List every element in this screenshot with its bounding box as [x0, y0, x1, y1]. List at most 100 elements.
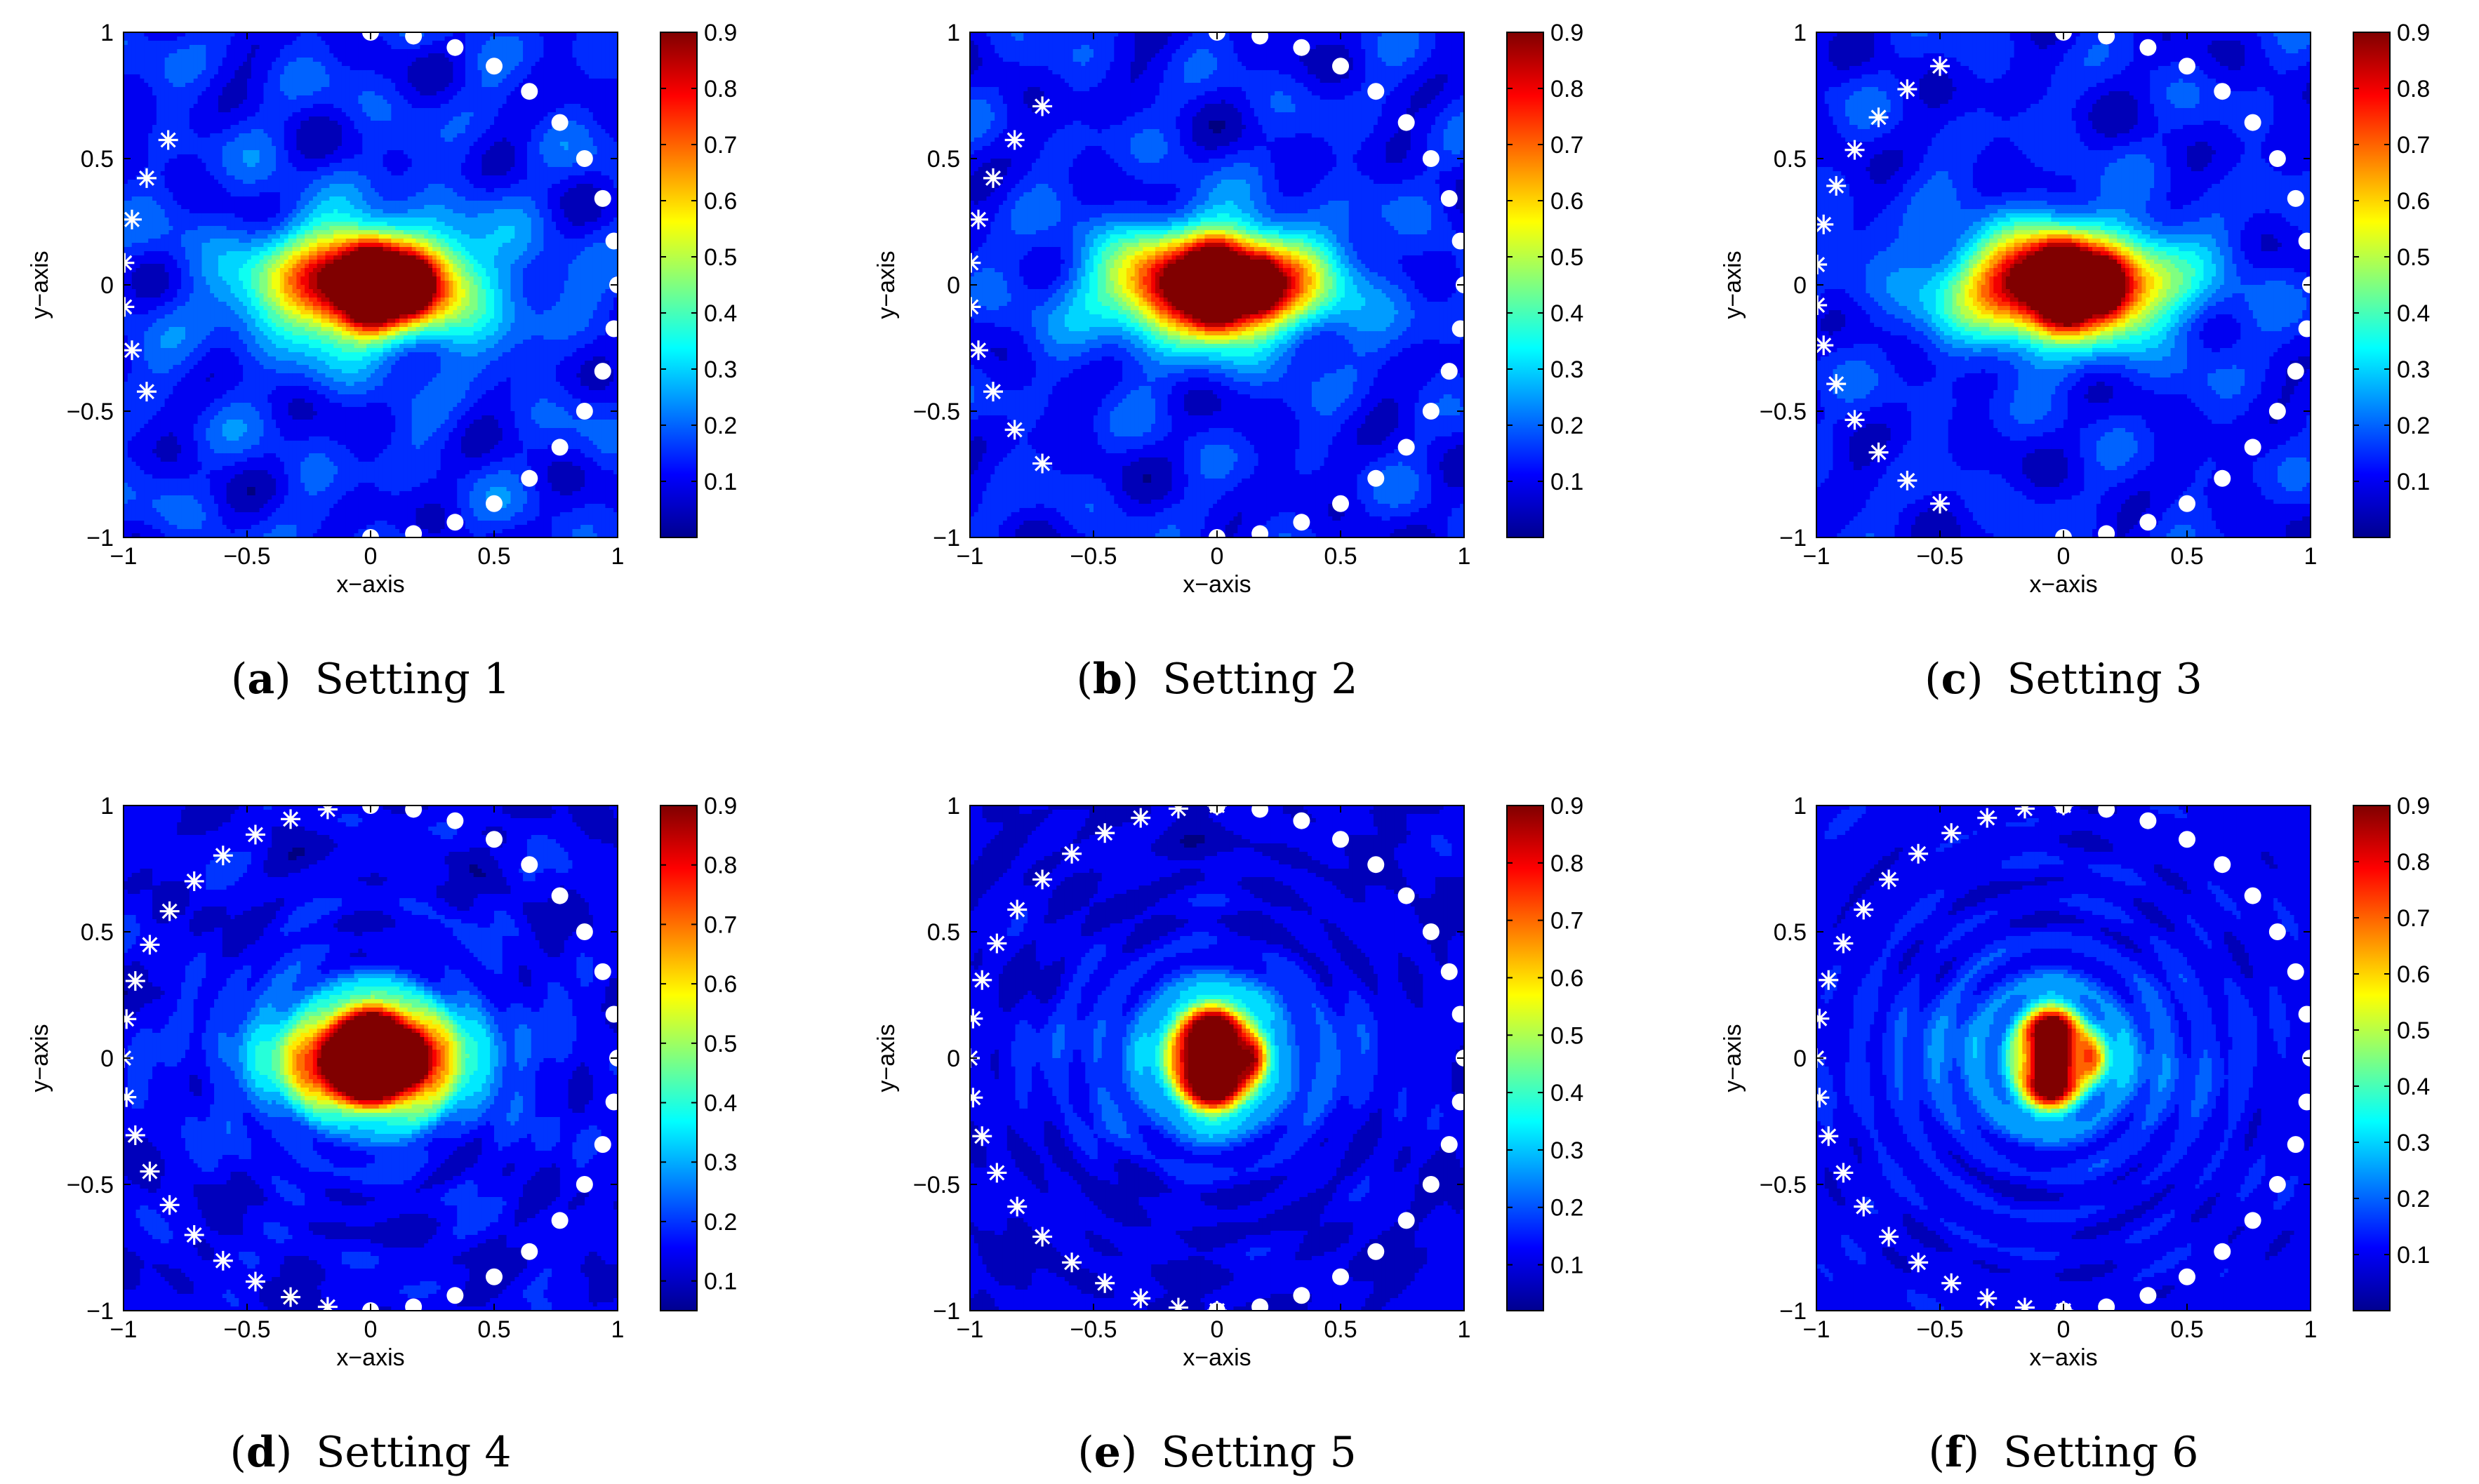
- y-tick-label: 0: [947, 1045, 960, 1072]
- receiver-marker: [521, 470, 538, 487]
- colorbar-tick-label: 0.2: [2397, 1186, 2430, 1212]
- transmitter-marker: [1897, 79, 1917, 99]
- transmitter-marker: [1095, 823, 1115, 843]
- receiver-marker: [2269, 150, 2286, 167]
- receiver-marker: [521, 83, 538, 100]
- receiver-marker: [1251, 526, 1268, 542]
- colorbar-tick-label: 0.1: [2397, 469, 2430, 495]
- y-tick-label: 0.5: [1774, 919, 1807, 946]
- transmitter-marker: [137, 382, 157, 401]
- receiver-marker: [486, 58, 503, 74]
- receiver-marker: [446, 514, 463, 530]
- receiver-marker: [2287, 1136, 2304, 1153]
- transmitter-marker: [1833, 1163, 1853, 1182]
- transmitter-marker: [1819, 1126, 1838, 1146]
- transmitter-marker: [1879, 869, 1899, 889]
- y-tick-label: 1: [947, 20, 960, 46]
- colorbar-tick-label: 0.9: [2397, 20, 2430, 46]
- y-tick-label: −0.5: [1760, 1172, 1807, 1198]
- transmitter-marker: [114, 297, 134, 316]
- y-tick-label: 1: [100, 793, 114, 820]
- transmitter-marker: [1032, 454, 1052, 474]
- receiver-marker: [1452, 232, 1469, 249]
- heatmap: [124, 32, 618, 538]
- transmitter-marker: [281, 809, 300, 829]
- transmitter-marker: [1032, 1227, 1052, 1247]
- x-tick-label: −1: [110, 1316, 138, 1343]
- receiver-marker: [405, 1299, 422, 1316]
- y-tick-label: −1: [1779, 525, 1807, 552]
- transmitter-marker: [1032, 869, 1052, 889]
- panel-caption: (c) Setting 3: [1925, 655, 2202, 704]
- y-axis-label: y−axis: [873, 250, 900, 319]
- transmitter-marker: [983, 168, 1003, 188]
- receiver-marker: [2214, 83, 2231, 100]
- transmitter-marker: [1854, 1197, 1873, 1217]
- transmitter-marker: [126, 971, 145, 991]
- transmitter-marker: [1908, 1252, 1928, 1272]
- receiver-marker: [1332, 495, 1349, 512]
- x-tick-label: 1: [2304, 543, 2318, 570]
- colorbar-tick-label: 0.5: [704, 244, 737, 271]
- y-tick-label: 0: [1793, 272, 1807, 299]
- y-tick-label: 0: [947, 272, 960, 299]
- x-tick-label: 1: [611, 1316, 625, 1343]
- x-axis-label: x−axis: [2029, 1344, 2097, 1371]
- receiver-marker: [1367, 470, 1384, 487]
- transmitter-marker: [159, 131, 178, 150]
- receiver-marker: [1441, 1136, 1458, 1153]
- receiver-marker: [594, 363, 611, 380]
- receiver-marker: [2269, 923, 2286, 940]
- colorbar-tick-label: 0.1: [2397, 1242, 2430, 1269]
- transmitter-marker: [963, 1009, 983, 1029]
- x-axis-label: x−axis: [336, 1344, 404, 1371]
- x-tick-label: 0: [2057, 1316, 2071, 1343]
- colorbar-tick-label: 0.5: [2397, 1017, 2430, 1044]
- colorbar-tick-label: 0.9: [1550, 20, 1583, 46]
- y-axis-label: y−axis: [27, 1024, 53, 1092]
- transmitter-marker: [987, 1163, 1006, 1182]
- receiver-marker: [1367, 1243, 1384, 1260]
- x-tick-label: 0: [364, 1316, 378, 1343]
- transmitter-marker: [318, 799, 338, 819]
- receiver-marker: [576, 1176, 593, 1193]
- y-axis-label: y−axis: [873, 1024, 900, 1092]
- transmitter-marker: [1131, 1288, 1150, 1308]
- transmitter-marker: [140, 1162, 159, 1182]
- receiver-marker: [405, 27, 422, 44]
- transmitter-marker: [1032, 96, 1052, 116]
- colorbar-tick-label: 0.8: [704, 853, 737, 879]
- colorbar-tick-label: 0.2: [704, 1209, 737, 1236]
- receiver-marker: [2179, 831, 2195, 848]
- transmitter-marker: [1833, 934, 1853, 954]
- receiver-marker: [1452, 1094, 1469, 1111]
- receiver-marker: [521, 856, 538, 873]
- colorbar-tick-label: 0.8: [1550, 850, 1583, 877]
- colorbar-tick-label: 0.8: [704, 76, 737, 102]
- receiver-marker: [2139, 813, 2156, 829]
- x-axis-label: x−axis: [336, 571, 404, 598]
- y-tick-label: 1: [100, 20, 114, 46]
- y-tick-label: 0: [1793, 1045, 1807, 1072]
- receiver-marker: [1452, 321, 1469, 337]
- receiver-marker: [552, 888, 569, 904]
- transmitter-marker: [126, 1125, 145, 1145]
- transmitter-marker: [1941, 1274, 1961, 1293]
- panel-c: −1 −0.5 0 0.5 1−1−0.500.51x−axisy−axis0.10.2…: [1720, 20, 2430, 704]
- colorbar-tick-label: 0.7: [704, 132, 737, 159]
- panel-caption: (e) Setting 5: [1077, 1428, 1356, 1477]
- receiver-marker: [606, 1094, 623, 1111]
- heatmap: [1816, 32, 2311, 538]
- transmitter-marker: [1007, 1197, 1027, 1217]
- receiver-marker: [2287, 363, 2304, 380]
- receiver-marker: [606, 1005, 623, 1022]
- colorbar-tick-label: 0.6: [704, 188, 737, 215]
- colorbar-tick-label: 0.3: [1550, 356, 1583, 383]
- receiver-marker: [2139, 514, 2156, 530]
- x-tick-label: 0.5: [477, 543, 510, 570]
- colorbar-tick-label: 0.3: [2397, 356, 2430, 383]
- receiver-marker: [2245, 114, 2261, 131]
- transmitter-marker: [213, 845, 233, 865]
- y-tick-label: 0.5: [81, 146, 114, 173]
